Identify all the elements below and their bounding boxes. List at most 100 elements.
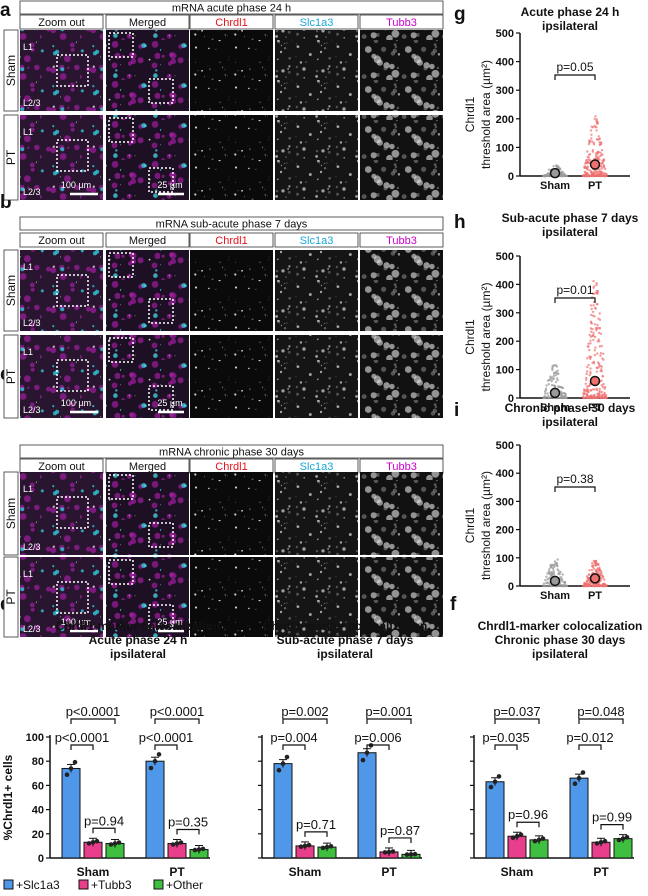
data-point <box>595 302 599 306</box>
data-point <box>542 582 546 585</box>
x-tick-label: Sham <box>540 590 570 602</box>
roi-box <box>148 78 174 104</box>
p-value-label: p<0.0001 <box>55 730 110 745</box>
significance-bracket <box>494 718 540 724</box>
chart-title: Sub-acute phase 7 days <box>277 633 414 647</box>
data-point <box>592 338 595 342</box>
data-point <box>156 752 162 757</box>
data-point <box>386 849 392 855</box>
chart-title: ipsilateral <box>542 225 598 239</box>
data-point <box>585 166 588 170</box>
data-point <box>582 396 585 400</box>
data-point <box>596 326 599 329</box>
data-point <box>591 566 595 569</box>
layer-label: L2/3 <box>23 318 41 328</box>
chart-title: ipsilateral <box>532 647 588 661</box>
y-tick-label: 100 <box>496 142 514 154</box>
data-point <box>565 174 568 177</box>
data-point <box>492 779 498 785</box>
data-point <box>560 394 564 397</box>
data-point <box>196 847 202 852</box>
data-point <box>90 840 96 845</box>
scale-bar-label: 100 µm <box>61 617 91 627</box>
column-header-box <box>189 14 274 30</box>
data-point <box>596 292 599 295</box>
panel-title: mRNA acute phase 24 h <box>172 3 291 15</box>
data-point <box>593 124 596 128</box>
data-point <box>595 129 598 132</box>
data-point <box>594 584 598 588</box>
micrograph <box>275 30 358 111</box>
y-tick-label: 300 <box>496 308 514 320</box>
data-point <box>557 372 560 376</box>
mean-marker <box>549 167 561 179</box>
roi-box <box>56 274 89 307</box>
data-point <box>599 142 602 146</box>
column-header-box <box>19 232 104 248</box>
data-point <box>382 850 388 855</box>
data-point <box>554 364 557 367</box>
panel-title-box <box>19 444 444 459</box>
micrograph <box>275 472 358 555</box>
data-point <box>590 562 594 565</box>
data-point <box>553 384 557 388</box>
significance-bracket <box>70 744 94 750</box>
data-point <box>599 354 602 357</box>
data-point <box>547 570 550 573</box>
data-point <box>546 392 549 395</box>
data-point <box>200 846 206 852</box>
layer-label: L2/3 <box>23 542 41 552</box>
data-point <box>595 563 598 566</box>
bar <box>357 752 377 859</box>
scale-bar-label: 25 µm <box>157 180 182 190</box>
significance-bracket <box>554 74 596 80</box>
data-point <box>589 367 592 370</box>
group-label-box <box>3 29 19 112</box>
data-point <box>549 376 552 380</box>
data-point <box>590 330 593 333</box>
micrograph <box>20 30 103 111</box>
layer-label: L2/3 <box>23 98 41 108</box>
micrograph <box>106 30 189 111</box>
significance-bracket <box>578 718 624 724</box>
data-point <box>597 331 601 334</box>
y-tick-label: 300 <box>496 496 514 508</box>
micrograph <box>106 557 189 637</box>
roi-box <box>108 32 134 58</box>
column-header: Merged <box>129 17 166 29</box>
y-axis-label: threshold area (µm²) <box>479 283 493 392</box>
p-value-label: p<0.0001 <box>139 730 194 745</box>
data-point <box>590 137 593 140</box>
data-point <box>584 582 587 585</box>
data-point <box>598 340 601 343</box>
micrograph <box>275 115 358 200</box>
data-point <box>594 346 597 349</box>
y-tick-label: 500 <box>496 440 514 452</box>
x-tick-label: PT <box>588 590 602 602</box>
data-point <box>585 579 588 582</box>
data-point <box>320 845 326 851</box>
p-value-label: p<0.0001 <box>150 704 205 719</box>
significance-bracket <box>366 744 390 750</box>
data-point <box>108 842 114 847</box>
x-tick-label: Sham <box>289 865 322 879</box>
y-tick-label: 80 <box>32 756 44 768</box>
data-point <box>72 759 78 765</box>
panel-letter: i <box>454 400 459 421</box>
data-point <box>547 383 550 386</box>
data-point <box>360 757 366 763</box>
y-tick-label: 20 <box>32 829 44 841</box>
significance-bracket <box>92 827 116 834</box>
data-point <box>602 165 606 168</box>
data-point <box>602 382 605 386</box>
panel-title: mRNA chronic phase 30 days <box>159 447 304 459</box>
mean-marker <box>589 375 601 387</box>
p-value-label: p=0.01 <box>556 283 593 297</box>
data-point <box>584 584 588 588</box>
data-point <box>547 394 550 398</box>
significance-bracket <box>516 821 540 828</box>
significance-bracket <box>154 718 200 724</box>
data-point <box>598 168 602 171</box>
